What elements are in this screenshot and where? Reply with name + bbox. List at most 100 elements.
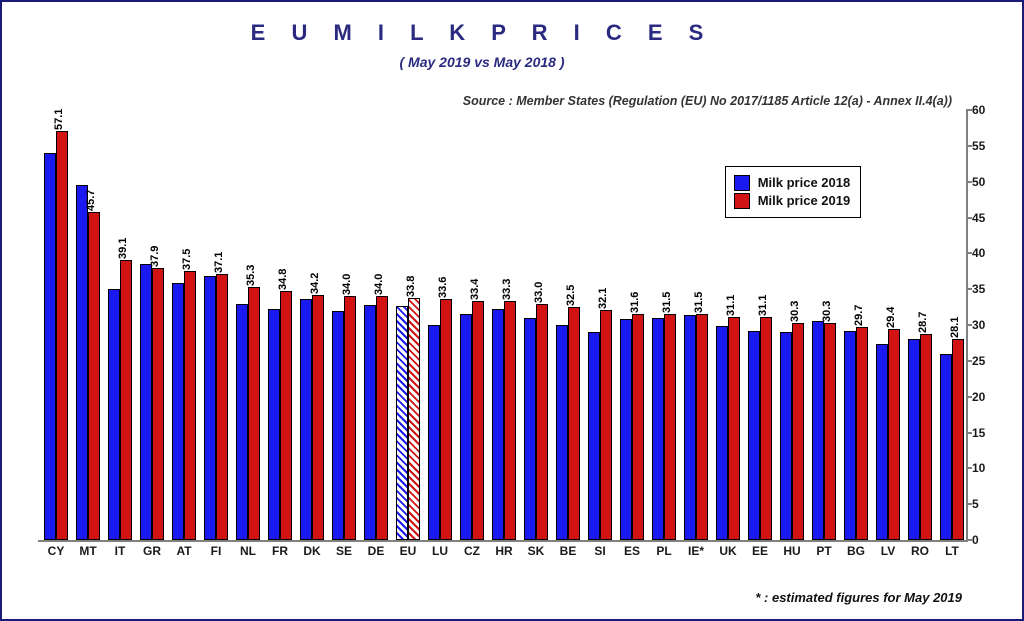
bar-group: 30.3 [812,110,836,540]
bar: 37.5 [184,271,196,540]
bar-group: 32.5 [556,110,580,540]
bar [812,321,824,540]
bar: 45.7 [88,212,100,540]
y-tick-mark [966,503,972,505]
y-tick-label: 55 [972,139,1006,153]
bar-value-label: 31.6 [629,291,641,312]
bar [940,354,952,540]
bar-value-label: 30.3 [821,300,833,321]
bar-value-label: 33.0 [533,281,545,302]
x-category-label: BG [844,540,868,558]
y-tick-label: 15 [972,426,1006,440]
x-category-label: EU [396,540,420,558]
bar: 34.2 [312,295,324,540]
bar-value-label: 33.4 [469,278,481,299]
bar: 31.1 [728,317,740,540]
bar-value-label: 28.7 [917,312,929,333]
bar [460,314,472,540]
x-category-label: CY [44,540,68,558]
bar: 31.1 [760,317,772,540]
y-tick-mark [966,432,972,434]
bar-group: 33.8 [396,110,420,540]
bar-group: 33.6 [428,110,452,540]
bar [844,331,856,540]
bar: 33.8 [408,298,420,540]
bar-group: 32.1 [588,110,612,540]
bar: 31.6 [632,314,644,540]
bar: 35.3 [248,287,260,540]
bar-group: 31.1 [716,110,740,540]
bar-value-label: 32.1 [597,288,609,309]
bar [172,283,184,540]
bar [44,153,56,540]
x-category-label: SE [332,540,356,558]
bar [780,332,792,540]
bar [588,332,600,540]
bar-group: 57.1 [44,110,68,540]
bar-value-label: 39.1 [117,237,129,258]
bar-group: 30.3 [780,110,804,540]
y-tick-mark [966,396,972,398]
bar-value-label: 31.1 [757,295,769,316]
bar [268,309,280,540]
x-category-label: DK [300,540,324,558]
bar-value-label: 37.1 [213,252,225,273]
bar: 33.4 [472,301,484,540]
y-tick-label: 35 [972,282,1006,296]
bar-group: 28.7 [908,110,932,540]
y-tick-mark [966,324,972,326]
y-tick-label: 60 [972,103,1006,117]
bar [396,306,408,540]
bar-group: 33.4 [460,110,484,540]
y-tick-mark [966,288,972,290]
bar-group: 33.0 [524,110,548,540]
y-tick-mark [966,109,972,111]
bar-value-label: 34.2 [309,272,321,293]
bar-value-label: 57.1 [53,108,65,129]
bar-value-label: 33.3 [501,279,513,300]
bar-group: 34.2 [300,110,324,540]
bar-group: 37.9 [140,110,164,540]
x-category-label: LU [428,540,452,558]
bar [332,311,344,540]
x-category-label: FI [204,540,228,558]
y-tick-label: 0 [972,533,1006,547]
bar [524,318,536,540]
bar-group: 34.0 [364,110,388,540]
bar [876,344,888,540]
bar: 39.1 [120,260,132,540]
bar-group: 31.1 [748,110,772,540]
bar-group: 39.1 [108,110,132,540]
chart-source: Source : Member States (Regulation (EU) … [463,94,952,108]
y-tick-label: 30 [972,318,1006,332]
bar: 37.1 [216,274,228,540]
x-category-label: AT [172,540,196,558]
bar: 34.0 [376,296,388,540]
chart-subtitle: ( May 2019 vs May 2018 ) [2,54,962,70]
bar [428,325,440,540]
bar-group: 33.3 [492,110,516,540]
x-category-label: DE [364,540,388,558]
bar [236,304,248,541]
bar [716,326,728,540]
y-tick-mark [966,145,972,147]
bar: 57.1 [56,131,68,540]
x-category-label: MT [76,540,100,558]
bar-value-label: 35.3 [245,265,257,286]
bar [684,315,696,540]
bar-group: 34.8 [268,110,292,540]
bar: 33.0 [536,304,548,541]
bar [204,276,216,540]
x-category-label: HU [780,540,804,558]
bar-group: 45.7 [76,110,100,540]
x-category-label: LT [940,540,964,558]
y-tick-label: 45 [972,211,1006,225]
bar [76,185,88,540]
x-category-label: HR [492,540,516,558]
bar-group: 28.1 [940,110,964,540]
plot-area: in EUR/100 kg Milk price 2018Milk price … [38,110,968,542]
x-category-label: CZ [460,540,484,558]
x-category-label: NL [236,540,260,558]
y-tick-mark [966,360,972,362]
bar-value-label: 33.6 [437,277,449,298]
